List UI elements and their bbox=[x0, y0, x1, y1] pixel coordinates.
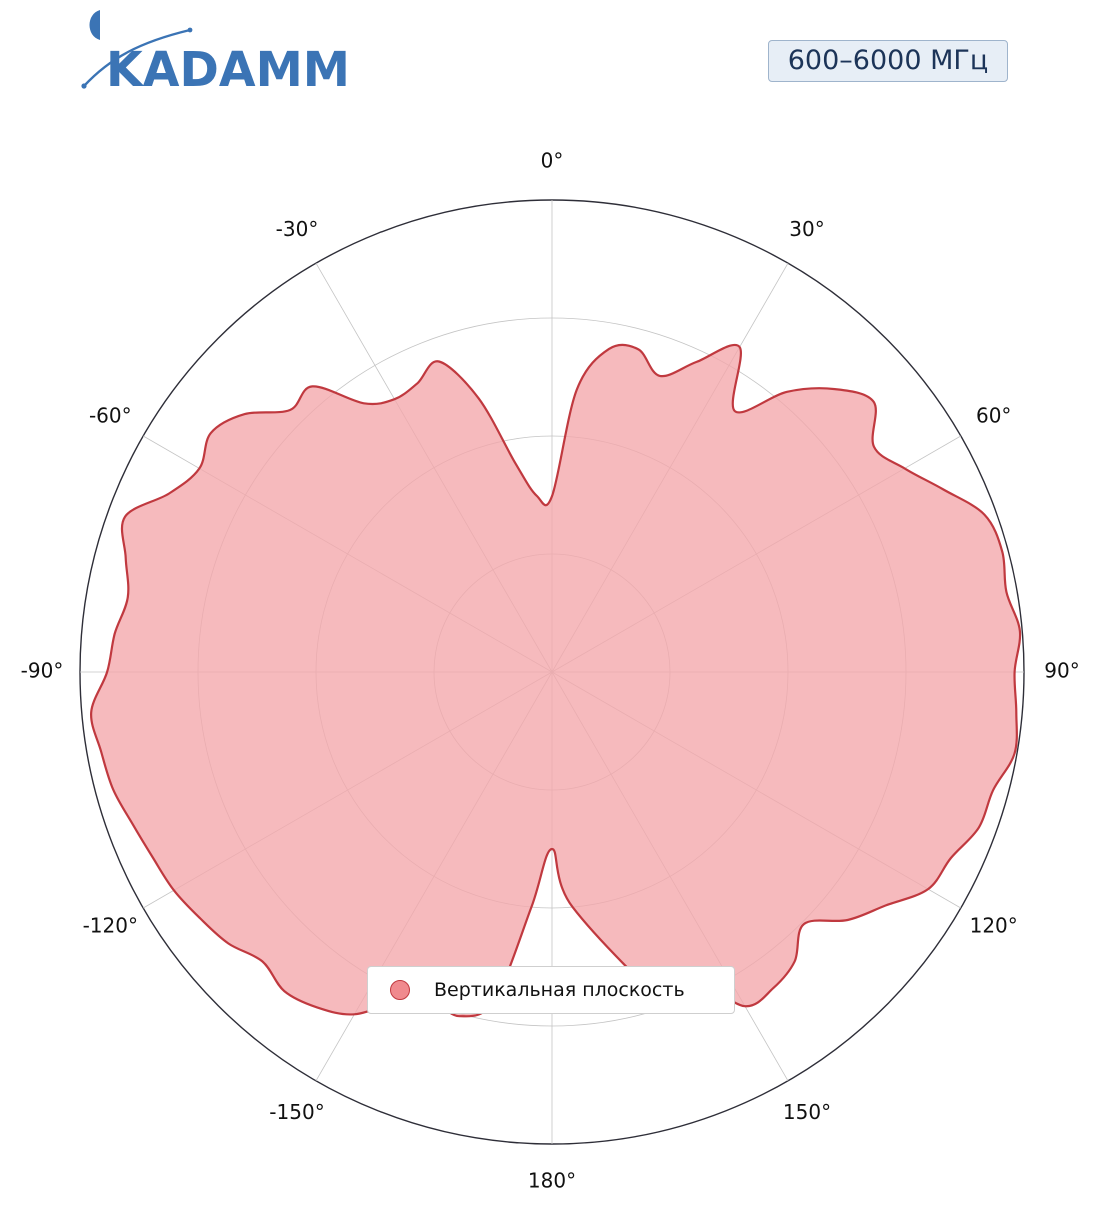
logo-wordmark: KADAMM bbox=[106, 42, 350, 92]
kadamm-logo: KADAMM bbox=[81, 10, 350, 92]
angle-tick-label: -90° bbox=[21, 659, 64, 683]
angle-tick-label: -60° bbox=[89, 404, 132, 428]
angle-tick-label: 30° bbox=[789, 217, 824, 241]
angle-tick-label: 0° bbox=[541, 149, 564, 173]
legend-label: Вертикальная плоскость bbox=[434, 979, 685, 1001]
legend: Вертикальная плоскость bbox=[367, 966, 735, 1014]
angle-tick-label: 150° bbox=[783, 1100, 831, 1124]
frequency-range-badge: 600–6000 МГц bbox=[768, 40, 1008, 82]
series-area-1 bbox=[90, 343, 1022, 1018]
series-layer bbox=[90, 343, 1022, 1018]
logo-swoosh bbox=[83, 28, 191, 87]
angle-tick-label: 120° bbox=[970, 914, 1018, 938]
angle-tick-label: 180° bbox=[528, 1169, 576, 1193]
logo-dish-mark bbox=[89, 10, 100, 40]
angle-tick-label: -150° bbox=[269, 1100, 324, 1124]
angle-tick-label: -120° bbox=[83, 914, 138, 938]
angle-tick-label: -30° bbox=[276, 217, 319, 241]
logo-swoosh-dot bbox=[187, 27, 193, 33]
legend-swatch-icon bbox=[390, 980, 410, 1000]
angle-tick-label: 90° bbox=[1044, 659, 1079, 683]
angle-tick-label: 60° bbox=[976, 404, 1011, 428]
angle-tick-labels: 0° 30° 60° 90° 120° 150° 180° -150° -120° -90° -60… bbox=[21, 149, 1080, 1193]
logo-swoosh-dot bbox=[81, 83, 87, 89]
